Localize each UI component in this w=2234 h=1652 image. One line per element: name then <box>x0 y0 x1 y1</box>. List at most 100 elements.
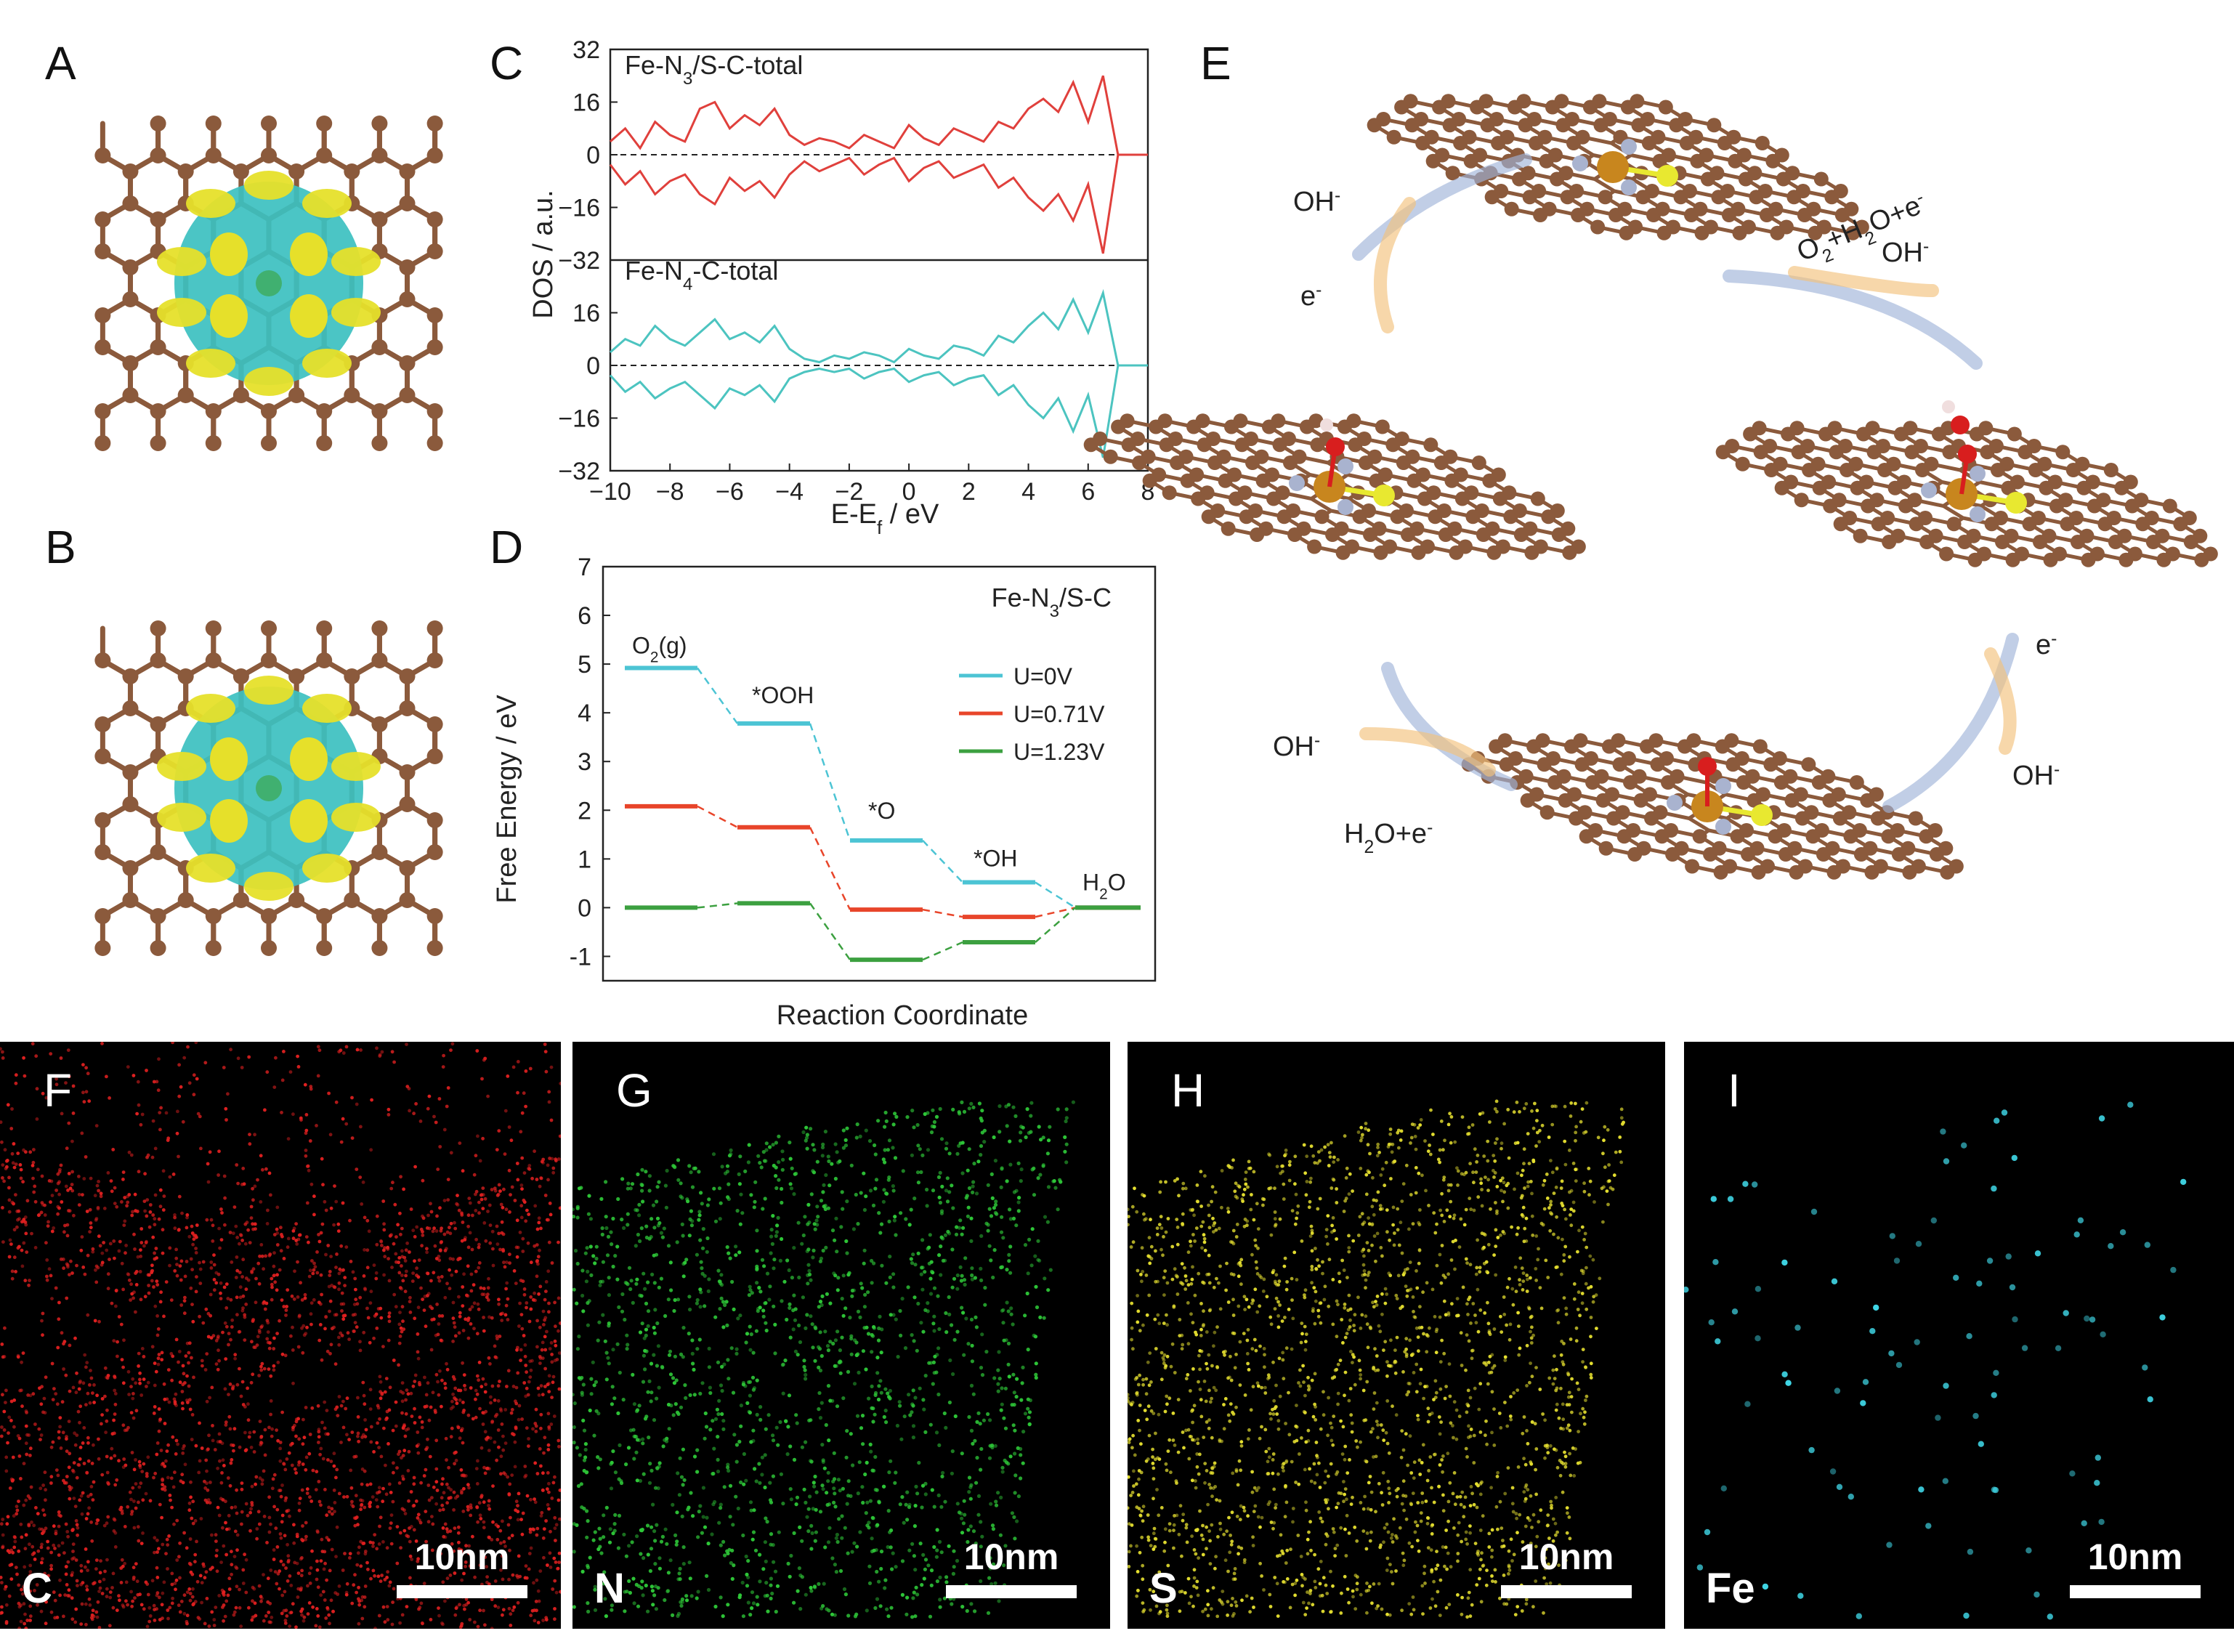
element-signal-dot <box>525 1494 530 1498</box>
element-signal-dot <box>409 1207 413 1211</box>
element-signal-dot <box>170 1582 174 1587</box>
legend-label: U=1.23V <box>1013 739 1105 765</box>
oxygen-atom <box>1698 757 1717 776</box>
element-signal-dot <box>25 1619 30 1622</box>
element-signal-dot <box>332 1464 336 1468</box>
element-signal-dot <box>82 1177 86 1181</box>
element-signal-dot <box>94 1218 98 1222</box>
element-signal-dot <box>390 1622 394 1627</box>
legend-label: U=0V <box>1013 663 1073 689</box>
element-signal-dot <box>484 1382 487 1387</box>
element-signal-dot <box>363 1584 368 1588</box>
element-signal-dot <box>369 1440 373 1444</box>
element-signal-dot <box>139 1248 142 1252</box>
element-signal-dot <box>299 1557 303 1561</box>
element-signal-dot <box>487 1504 490 1507</box>
element-signal-dot <box>497 1297 501 1302</box>
element-signal-dot <box>296 1065 301 1069</box>
element-signal-dot <box>210 1385 214 1390</box>
carbon-atom <box>1369 473 1384 488</box>
element-signal-dot <box>558 1517 561 1521</box>
element-signal-dot <box>138 1377 142 1382</box>
element-signal-dot <box>20 1388 23 1393</box>
element-signal-dot <box>469 1386 473 1390</box>
carbon-atom <box>1482 473 1497 488</box>
element-signal-dot <box>382 1228 387 1232</box>
nitrogen-atom <box>1621 139 1637 155</box>
carbon-atom <box>1730 829 1745 844</box>
element-signal-dot <box>99 1559 103 1563</box>
element-signal-dot <box>72 1556 76 1560</box>
carbon-atom <box>1367 118 1382 133</box>
element-signal-dot <box>267 1611 271 1614</box>
element-signal-dot <box>200 1359 204 1363</box>
element-signal-dot <box>191 1242 195 1247</box>
element-signal-dot <box>142 1462 146 1466</box>
element-signal-dot <box>62 1614 65 1619</box>
element-signal-dot <box>292 1297 296 1301</box>
element-signal-dot <box>457 1295 461 1299</box>
element-signal-dot <box>328 1270 332 1274</box>
carbon-atom <box>94 307 111 323</box>
element-signal-dot <box>525 1208 529 1212</box>
element-signal-dot <box>209 1260 214 1264</box>
element-signal-dot <box>546 1503 550 1507</box>
element-signal-dot <box>317 1480 321 1483</box>
element-signal-dot <box>335 1252 339 1256</box>
element-signal-dot <box>398 1335 402 1338</box>
element-signal-dot <box>96 1518 100 1522</box>
element-signal-dot <box>294 1222 298 1226</box>
element-signal-dot <box>84 1365 88 1369</box>
carbon-atom <box>1195 413 1210 429</box>
element-signal-dot <box>443 1522 448 1526</box>
element-signal-dot <box>112 1239 116 1243</box>
element-signal-dot <box>449 1406 453 1411</box>
element-signal-dot <box>86 1313 90 1317</box>
element-signal-dot <box>400 1274 404 1277</box>
element-signal-dot <box>381 1540 385 1544</box>
element-signal-dot <box>25 1594 28 1598</box>
element-signal-dot <box>14 1566 18 1569</box>
element-signal-dot <box>12 1142 16 1146</box>
element-signal-dot <box>152 1412 156 1415</box>
element-signal-dot <box>51 1440 55 1444</box>
carbon-atom <box>2135 517 2150 532</box>
element-signal-dot <box>536 1255 541 1259</box>
element-signal-dot <box>270 1486 275 1491</box>
element-signal-dot <box>218 1246 222 1250</box>
element-signal-dot <box>381 1345 385 1348</box>
element-signal-dot <box>46 1224 50 1228</box>
element-signal-dot <box>206 1180 211 1184</box>
element-signal-dot <box>316 1585 320 1590</box>
element-signal-dot <box>372 1336 376 1340</box>
element-signal-dot <box>91 1247 95 1251</box>
element-signal-dot <box>191 1521 195 1526</box>
element-signal-dot <box>148 1499 153 1503</box>
element-signal-dot <box>473 1575 477 1579</box>
element-signal-dot <box>151 1119 155 1123</box>
element-signal-dot <box>422 1474 426 1478</box>
element-signal-dot <box>288 1574 292 1578</box>
element-signal-dot <box>402 1449 407 1453</box>
element-signal-dot <box>97 1626 102 1629</box>
carbon-atom <box>1275 485 1290 501</box>
element-signal-dot <box>92 1383 96 1387</box>
element-signal-dot <box>30 1521 33 1524</box>
element-signal-dot <box>143 1172 147 1176</box>
carbon-atom <box>1447 521 1462 536</box>
element-signal-dot <box>438 1206 442 1210</box>
carbon-atom <box>2060 517 2075 532</box>
element-signal-dot <box>546 1178 550 1182</box>
y-tick-label: −16 <box>558 405 600 433</box>
element-signal-dot <box>56 1204 60 1209</box>
label-h2o-e: H2O+e- <box>1344 818 1433 857</box>
element-signal-dot <box>1 1163 5 1167</box>
element-signal-dot <box>434 1372 439 1377</box>
element-signal-dot <box>440 1496 444 1500</box>
element-signal-dot <box>109 1179 113 1183</box>
energy-connector <box>697 805 738 828</box>
element-signal-dot <box>453 1377 456 1381</box>
element-signal-dot <box>442 1053 445 1058</box>
element-signal-dot <box>127 1393 131 1396</box>
carbon-atom <box>1385 437 1401 453</box>
